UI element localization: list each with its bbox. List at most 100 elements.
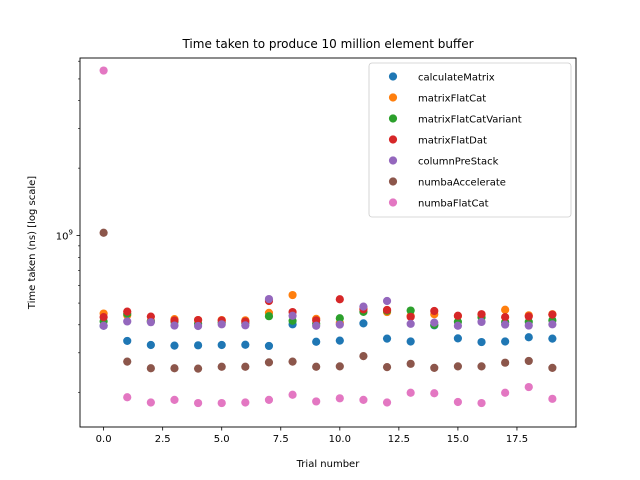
x-tick-label: 2.5 [155,434,171,445]
data-point [548,363,557,372]
data-point [241,362,250,371]
data-point [170,364,179,373]
data-point [146,364,155,373]
legend-label: matrixFlatCat [418,94,486,105]
data-point [359,319,368,328]
data-point [524,382,533,392]
legend-marker [388,114,398,123]
x-tick-label: 12.5 [388,434,410,445]
data-point [430,306,439,316]
data-point [501,358,510,367]
data-point [264,294,274,304]
data-point [264,358,274,367]
data-point [146,340,155,350]
chart-title: Time taken to produce 10 million element… [181,37,473,51]
x-tick-label: 15.0 [447,434,469,445]
y-axis-label: Time taken (ns) [log scale] [27,176,38,310]
data-point [312,337,321,346]
data-point [217,340,226,350]
data-point [241,321,250,330]
data-point [312,362,321,371]
data-point [335,314,344,323]
x-axis-label: Trial number [296,459,361,470]
data-point [524,356,533,366]
data-point [123,307,132,316]
data-point [335,362,344,371]
data-point [430,318,439,327]
data-point [99,66,108,75]
data-point [524,333,533,342]
data-point [477,398,486,408]
data-point [477,310,486,319]
x-tick-label: 7.5 [273,434,289,445]
legend-marker [388,198,398,207]
data-point [406,337,415,346]
data-point [288,357,297,366]
data-point [264,395,274,404]
data-point [406,306,415,315]
data-point [453,321,463,330]
x-tick-label: 0.0 [96,434,112,445]
legend-marker [388,72,398,81]
data-point [453,311,463,320]
x-tick-label: 5.0 [214,434,230,445]
data-point [99,312,108,322]
data-point [453,334,463,343]
data-point [548,394,557,403]
data-point [217,320,226,329]
data-point [146,398,155,407]
data-point [477,362,486,371]
legend-marker [388,177,398,186]
data-point [123,317,132,326]
data-point [524,312,533,321]
data-point [170,321,179,330]
data-point [123,357,132,366]
data-point [335,336,344,345]
legend-label: numbaFlatCat [418,199,489,210]
data-point [193,398,203,408]
data-point [123,393,132,402]
data-point [193,341,203,350]
legend-marker [388,156,398,165]
data-point [170,395,179,404]
data-point [99,228,108,237]
legend-label: matrixFlatCatVariant [418,115,522,126]
data-point [170,341,179,350]
data-point [146,318,155,327]
data-point [501,305,510,314]
data-point [453,397,463,407]
y-tick-label: 109 [56,229,73,243]
data-point [406,319,415,328]
data-point [359,352,368,361]
data-point [264,341,274,351]
data-point [288,290,297,300]
data-point [406,359,415,368]
plot-area: 0.0 2.5 5.0 7.5 10.0 12.5 15.0 17.5 109 [56,60,557,445]
data-point [288,311,297,320]
data-point [335,394,344,403]
data-point [193,315,203,325]
data-point [477,337,486,347]
legend-marker [388,93,398,102]
data-point [359,302,368,311]
data-point [288,390,297,399]
legend-box [368,62,572,218]
data-point [382,296,392,306]
legend-label: columnPreStack [418,157,499,168]
x-tick-label: 17.5 [506,434,528,445]
legend: calculateMatrix matrixFlatCat matrixFlatCa… [368,62,572,218]
data-point [430,389,439,398]
data-point [241,340,250,349]
data-point [241,398,250,407]
data-point [99,321,108,330]
data-point [406,312,415,321]
data-point [217,398,226,408]
data-point [501,337,510,346]
data-point [477,317,486,327]
data-point [382,305,392,315]
data-point [406,388,415,397]
data-point [123,336,132,346]
legend-label: calculateMatrix [418,73,495,84]
data-point [193,321,203,331]
